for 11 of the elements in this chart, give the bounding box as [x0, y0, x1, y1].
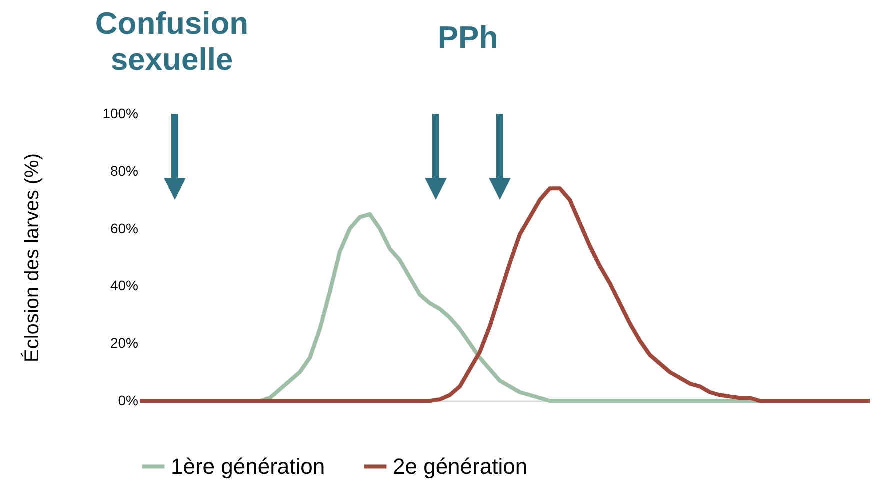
y-tick-label: 0% [118, 392, 138, 408]
legend-label: 1ère génération [171, 454, 326, 479]
y-tick-label: 60% [110, 220, 138, 236]
y-axis-title: Éclosion des larves (%) [20, 154, 44, 362]
text: Confusion sexuelle [94, 6, 250, 78]
y-tick-label: 80% [110, 162, 138, 179]
legend-label: 2e génération [393, 454, 528, 479]
y-tick-label: 40% [110, 278, 138, 294]
y-tick-label: 100% [102, 106, 138, 122]
text: PPh [436, 20, 500, 56]
y-tick-label: 20% [110, 335, 138, 352]
